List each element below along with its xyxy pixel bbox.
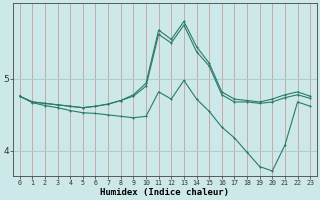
X-axis label: Humidex (Indice chaleur): Humidex (Indice chaleur) <box>100 188 229 197</box>
